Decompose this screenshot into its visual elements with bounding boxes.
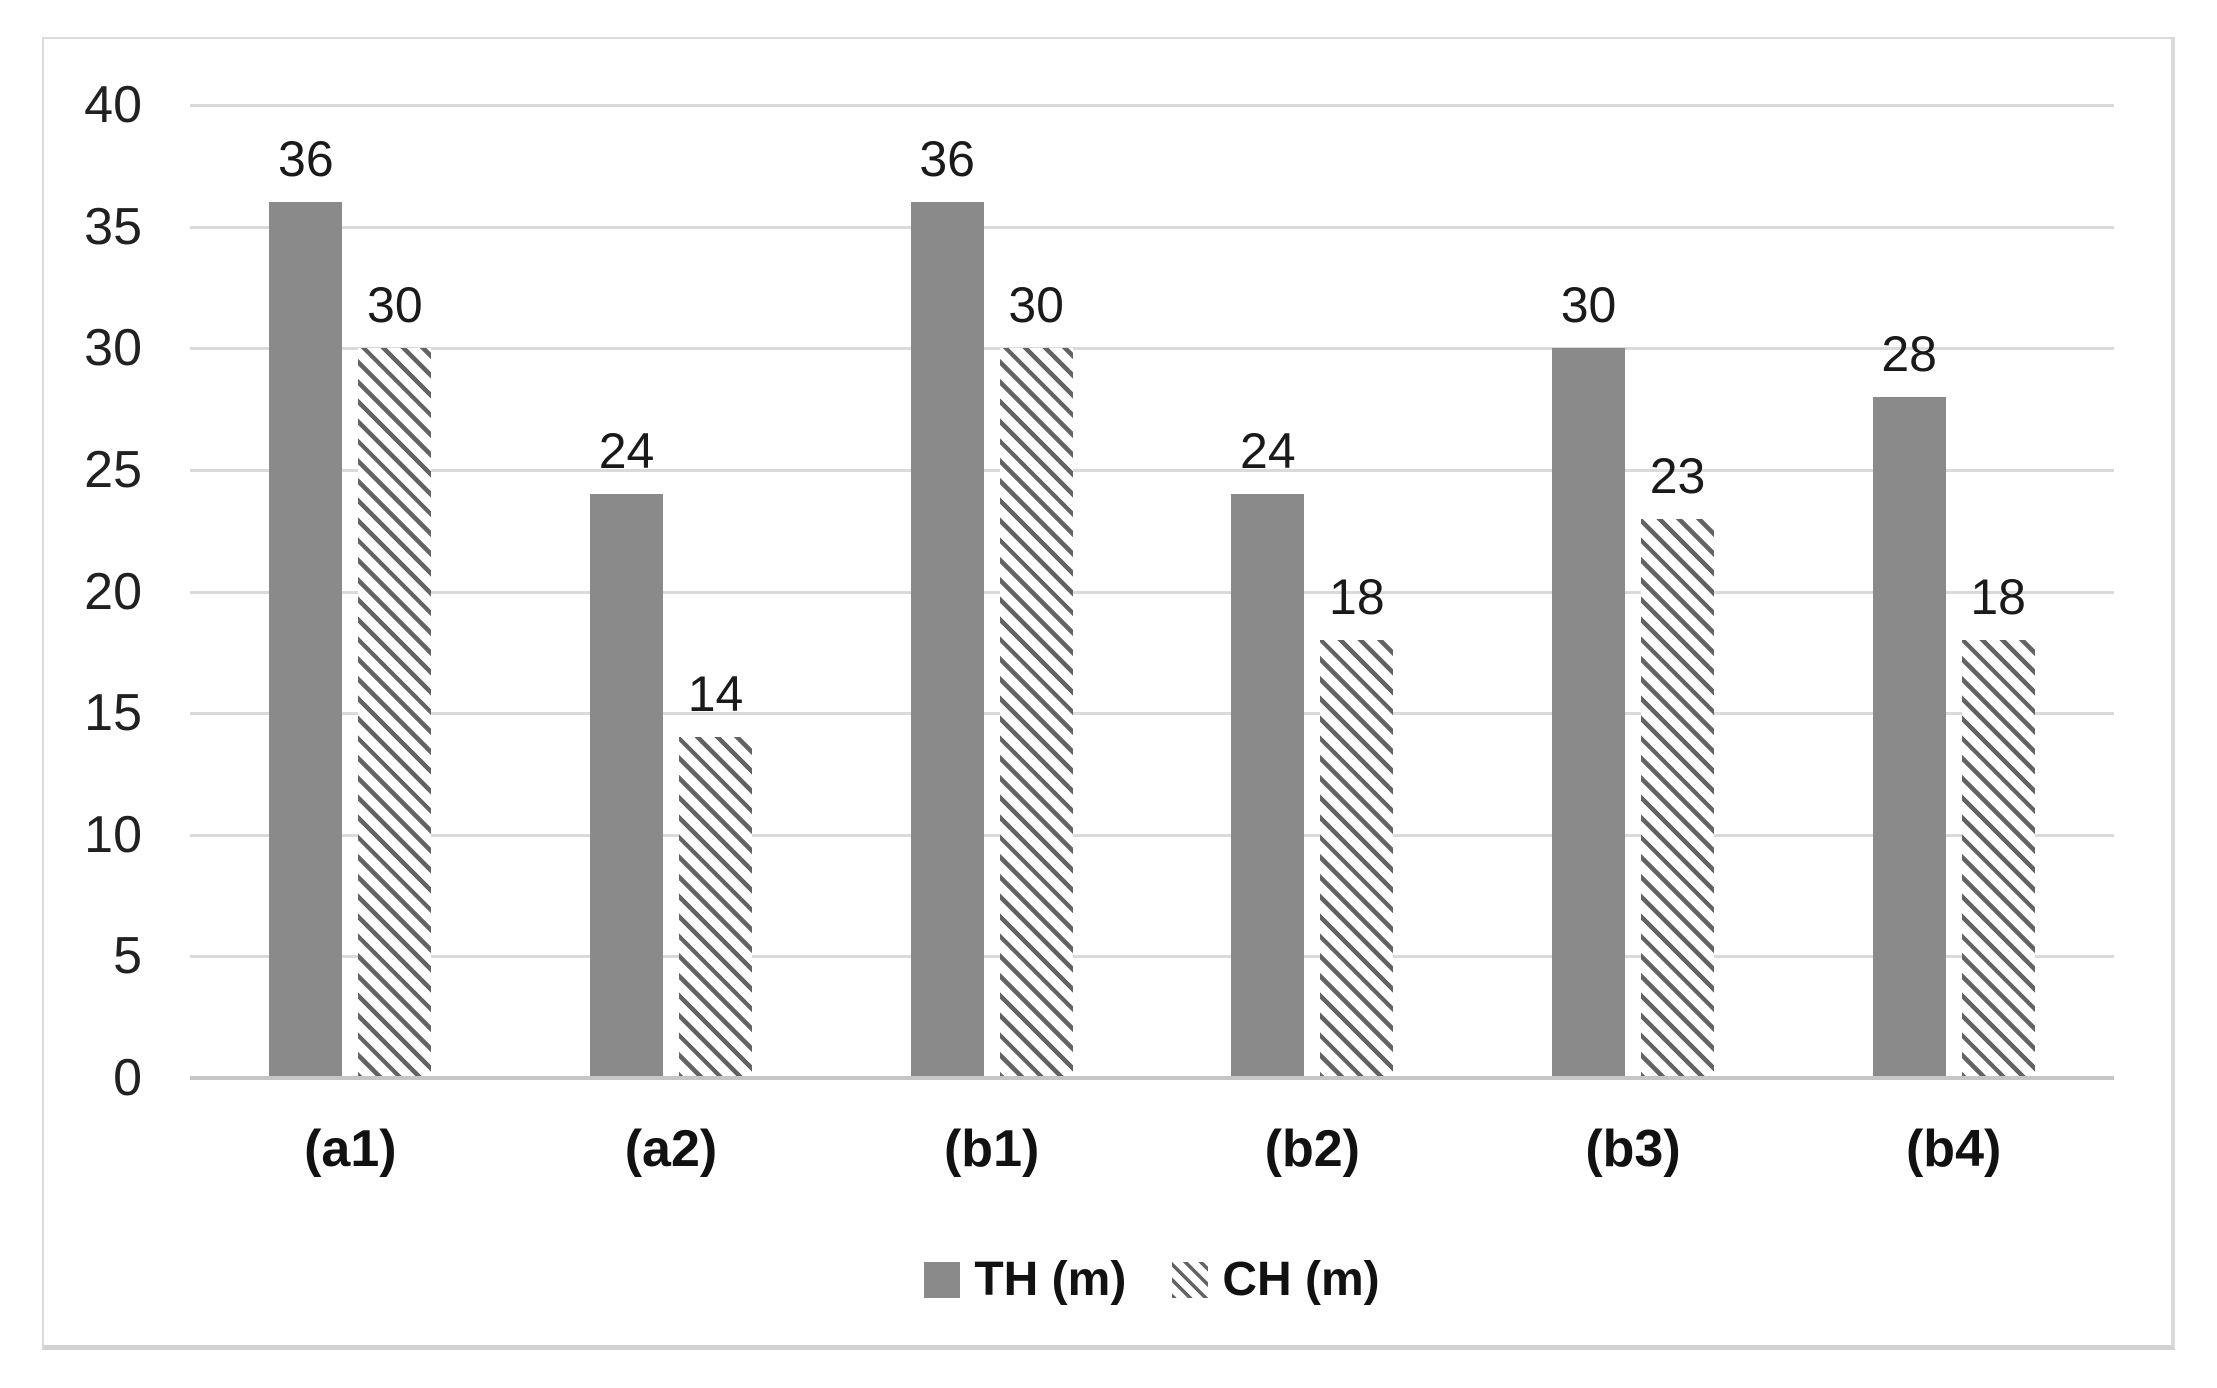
value-label-thm-a1: 36 <box>278 131 334 188</box>
gridline-10 <box>190 833 2114 837</box>
value-label-chm-a2: 14 <box>687 666 744 723</box>
bar-chm-a2 <box>679 737 752 1078</box>
gridline-40 <box>190 104 2114 107</box>
solid-gray-square-icon <box>924 1262 961 1298</box>
legend: TH (m) CH (m) <box>190 1250 2114 1310</box>
y-tick-label-40: 40 <box>84 76 142 134</box>
value-label-thm-b2: 24 <box>1240 423 1296 480</box>
label-layer: 36 30 (a1) 24 14 (a2) 36 30 (b1) 24 18 (b2) 30 23 (b3)… <box>44 39 2171 1345</box>
bar-chm-b4 <box>1961 640 2035 1078</box>
x-category-label-b1: (b1) <box>943 1120 1040 1178</box>
value-label-chm-b3: 23 <box>1649 447 1706 504</box>
legend-label-chm: CH (m) <box>1222 1253 1380 1306</box>
bar-chm-b2 <box>1320 640 1394 1078</box>
value-label-thm-b1: 36 <box>919 131 975 188</box>
value-label-chm-b1: 30 <box>1008 277 1064 334</box>
value-label-thm-a2: 24 <box>598 423 655 480</box>
gridline-layer: 0 5 10 15 20 25 30 35 40 <box>44 39 2171 1345</box>
bar-thm-a1 <box>269 202 343 1078</box>
y-tick-label-0: 0 <box>113 1049 142 1107</box>
y-tick-label-25: 25 <box>84 440 142 499</box>
x-category-label-b3: (b3) <box>1585 1120 1681 1178</box>
gridline-25 <box>190 468 2114 472</box>
bar-thm-b2 <box>1231 494 1305 1078</box>
x-category-label-b4: (b4) <box>1905 1120 2002 1178</box>
bar-chm-b3 <box>1641 518 1714 1078</box>
y-tick-label-30: 30 <box>84 319 142 378</box>
y-tick-label-15: 15 <box>84 684 142 743</box>
gridline-30 <box>190 347 2114 351</box>
y-tick-label-35: 35 <box>84 197 142 256</box>
bar-thm-b1 <box>910 202 984 1078</box>
y-tick-label-10: 10 <box>84 805 142 864</box>
gridline-15 <box>190 712 2114 716</box>
bar-chm-a1 <box>358 348 432 1078</box>
bar-layer <box>44 39 2171 1345</box>
bar-chm-b1 <box>999 348 1073 1078</box>
gridline-5 <box>190 955 2114 959</box>
legend-item-thm: TH (m) <box>924 1252 1126 1308</box>
value-label-thm-b3: 30 <box>1560 277 1617 334</box>
gridline-35 <box>190 225 2114 229</box>
gridline-20 <box>190 590 2114 594</box>
y-tick-label-20: 20 <box>84 562 142 621</box>
bar-thm-b4 <box>1872 396 1946 1078</box>
legend-item-chm: CH (m) <box>1172 1252 1380 1308</box>
y-tick-label-5: 5 <box>113 927 142 986</box>
value-label-chm-a1: 30 <box>367 277 423 334</box>
diagonal-hatch-square-icon <box>1172 1262 1209 1298</box>
chart-frame: 0 5 10 15 20 25 30 35 40 36 30 (a1) 24 14 (a2) 36 30 (b1… <box>42 37 2175 1350</box>
bar-thm-a2 <box>590 494 663 1078</box>
bar-thm-b3 <box>1552 348 1625 1078</box>
value-label-chm-b2: 18 <box>1329 569 1385 626</box>
x-category-label-a1: (a1) <box>304 1120 397 1178</box>
x-axis-line <box>190 1076 2114 1080</box>
legend-label-thm: TH (m) <box>974 1253 1127 1306</box>
value-label-thm-b4: 28 <box>1881 325 1937 382</box>
x-category-label-a2: (a2) <box>624 1120 718 1178</box>
value-label-chm-b4: 18 <box>1970 569 2026 626</box>
x-category-label-b2: (b2) <box>1264 1120 1360 1178</box>
